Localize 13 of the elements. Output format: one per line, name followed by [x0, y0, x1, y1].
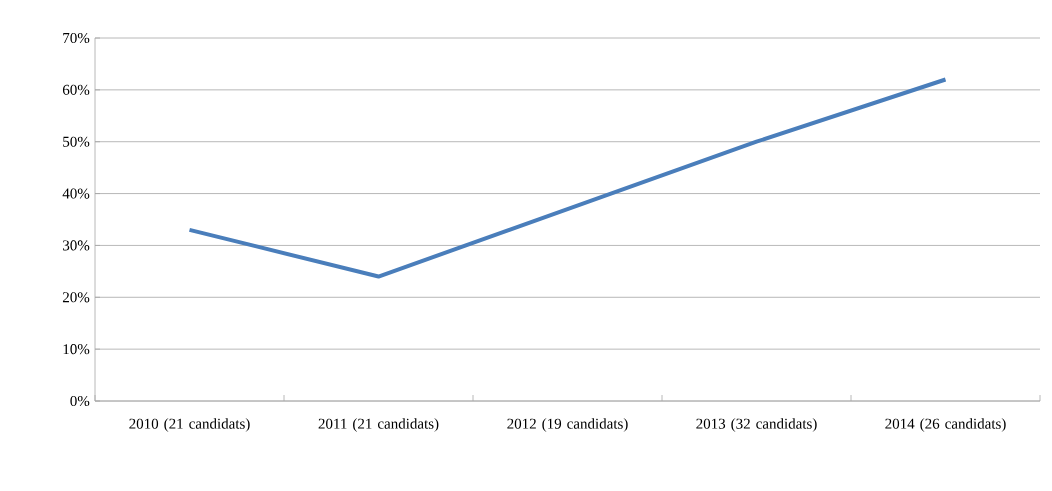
- x-tick-label: 2014 (26 candidats): [885, 418, 1006, 432]
- y-tick-label: 10%: [63, 344, 90, 355]
- x-tick-label: 2013 (32 candidats): [696, 418, 817, 432]
- y-tick-label: 40%: [62, 188, 90, 199]
- x-tick-label: 2012 (19 candidats): [507, 418, 628, 432]
- y-tick-label: 30%: [63, 240, 90, 251]
- x-tick-label: 2011 (21 candidats): [318, 418, 439, 432]
- x-tick-label: 2010 (21 candidats): [129, 418, 250, 432]
- y-tick-label: 0%: [70, 395, 90, 407]
- y-tick-label: 60%: [62, 84, 90, 95]
- y-tick-label: 20%: [62, 292, 90, 303]
- y-tick-label: 50%: [63, 136, 90, 147]
- y-tick-label: 70%: [63, 32, 90, 44]
